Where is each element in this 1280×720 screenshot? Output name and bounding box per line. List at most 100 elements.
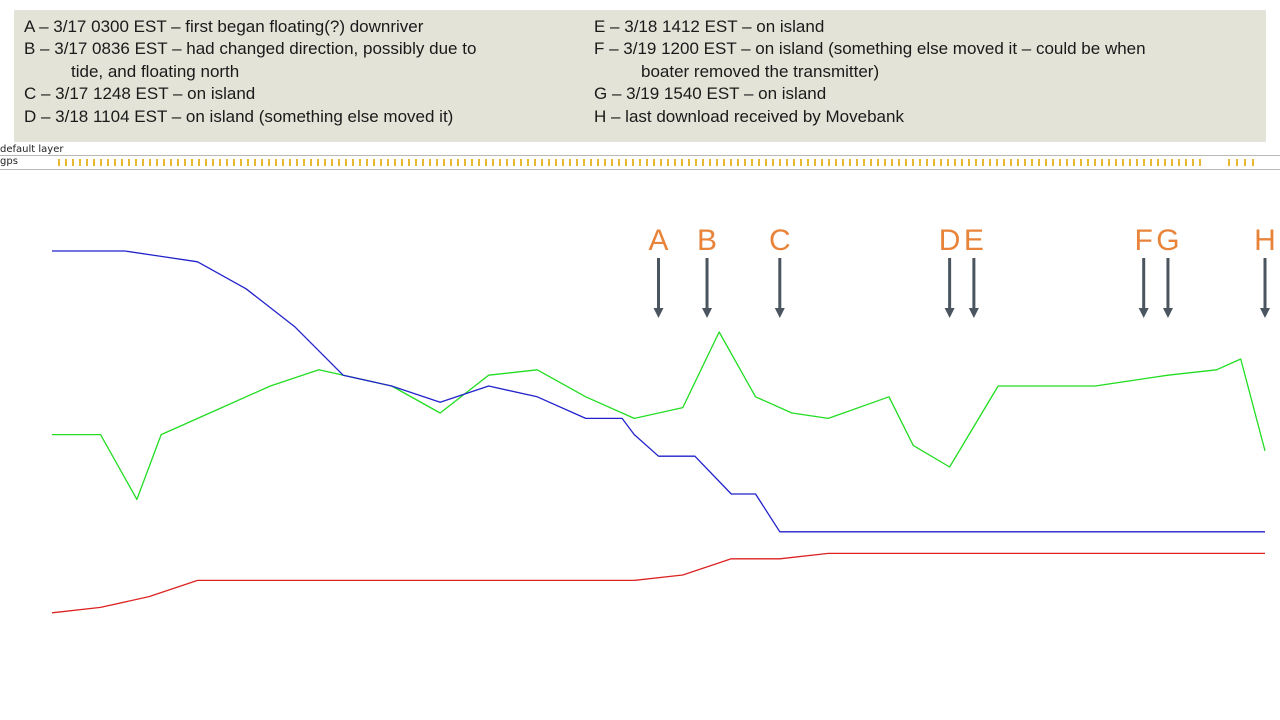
gps-tick (695, 159, 697, 166)
gps-tick (807, 159, 809, 166)
gps-tick (338, 159, 340, 166)
gps-tick (478, 159, 480, 166)
gps-tick (275, 159, 277, 166)
marker-f-label: F (1135, 224, 1153, 257)
layer-label: default layer (0, 144, 64, 155)
gps-tick (674, 159, 676, 166)
gps-tick (1244, 159, 1246, 166)
gps-tick (1136, 159, 1138, 166)
gps-tick (919, 159, 921, 166)
gps-tick (1199, 159, 1201, 166)
gps-tick (366, 159, 368, 166)
gps-tick (716, 159, 718, 166)
gps-tick (1087, 159, 1089, 166)
legend-entry-e: E – 3/18 1412 EST – on island (594, 16, 1254, 38)
gps-tick (520, 159, 522, 166)
gps-tick (1031, 159, 1033, 166)
legend-entry-c-line1: C – 3/17 1248 EST – on island (24, 84, 256, 104)
gps-tick (443, 159, 445, 166)
gps-tick (191, 159, 193, 166)
series-1-line (52, 250, 1265, 533)
gps-tick (898, 159, 900, 166)
gps-tick (72, 159, 74, 166)
gps-tick (401, 159, 403, 166)
gps-tick (569, 159, 571, 166)
gps-tick (842, 159, 844, 166)
gps-tick (142, 159, 144, 166)
gps-tick (331, 159, 333, 166)
gps-tick (751, 159, 753, 166)
gps-tick (758, 159, 760, 166)
gps-tick (653, 159, 655, 166)
gps-tick (240, 159, 242, 166)
gps-tick (380, 159, 382, 166)
gps-tick (429, 159, 431, 166)
gps-tick (1066, 159, 1068, 166)
gps-tick (359, 159, 361, 166)
gps-tick (800, 159, 802, 166)
gps-tick (1010, 159, 1012, 166)
marker-a: A (648, 224, 669, 318)
gps-tick (303, 159, 305, 166)
marker-e-arrow-head (968, 308, 979, 318)
gps-tick (814, 159, 816, 166)
gps-tick (58, 159, 60, 166)
legend-entry-b-line2: tide, and floating north (71, 61, 240, 81)
gps-tick (492, 159, 494, 166)
gps-tick (1101, 159, 1103, 166)
legend-entry-g-line1: G – 3/19 1540 EST – on island (594, 84, 827, 104)
gps-tick (618, 159, 620, 166)
gps-tick (415, 159, 417, 166)
gps-tick (513, 159, 515, 166)
gps-track-label: gps (0, 156, 18, 167)
legend-entry-c: C – 3/17 1248 EST – on island (24, 83, 584, 105)
gps-tick (1052, 159, 1054, 166)
gps-tick (611, 159, 613, 166)
gps-tick (702, 159, 704, 166)
gps-tick (877, 159, 879, 166)
legend-entry-b: B – 3/17 0836 EST – had changed directio… (24, 38, 584, 83)
legend-column-right: E – 3/18 1412 EST – on island F – 3/19 1… (594, 16, 1254, 128)
gps-tick (912, 159, 914, 166)
gps-tick (296, 159, 298, 166)
legend-entry-a: A – 3/17 0300 EST – first began floating… (24, 16, 584, 38)
marker-f: F (1135, 224, 1153, 318)
marker-g-label: G (1156, 224, 1179, 257)
gps-tick (1003, 159, 1005, 166)
gps-tick (450, 159, 452, 166)
gps-tick (982, 159, 984, 166)
gps-tick (156, 159, 158, 166)
marker-h-arrow-head (1260, 308, 1270, 318)
gps-tick (1236, 159, 1238, 166)
gps-tick (65, 159, 67, 166)
gps-tick (604, 159, 606, 166)
gps-track[interactable] (0, 157, 1280, 168)
gps-tick (891, 159, 893, 166)
legend-entry-f-line2: boater removed the transmitter) (641, 61, 880, 81)
gps-tick (534, 159, 536, 166)
gps-tick (352, 159, 354, 166)
gps-tick (975, 159, 977, 166)
gps-tick (821, 159, 823, 166)
marker-g: G (1156, 224, 1180, 318)
gps-tick (548, 159, 550, 166)
gps-tick (163, 159, 165, 166)
gps-tick (954, 159, 956, 166)
gps-tick (289, 159, 291, 166)
legend-entry-h-line1: H – last download received by Movebank (594, 106, 904, 126)
gps-tick (310, 159, 312, 166)
gps-tick (436, 159, 438, 166)
gps-tick (184, 159, 186, 166)
gps-tick (457, 159, 459, 166)
gps-tick (135, 159, 137, 166)
gps-tick (485, 159, 487, 166)
marker-f-arrow-head (1138, 308, 1149, 318)
marker-d-label: D (939, 224, 961, 257)
gps-tick (107, 159, 109, 166)
gps-tick (282, 159, 284, 166)
marker-e-label: E (964, 224, 984, 257)
gps-tick (1129, 159, 1131, 166)
track-divider-top (0, 155, 1280, 156)
gps-tick (324, 159, 326, 166)
gps-tick (989, 159, 991, 166)
